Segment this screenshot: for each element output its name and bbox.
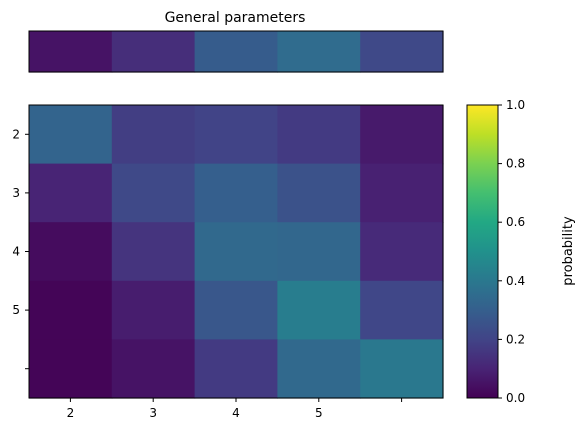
top-heatmap-cell <box>277 31 361 73</box>
main-heatmap-cell <box>194 339 278 399</box>
colorbar-tick-label: 0.0 <box>506 391 525 405</box>
main-heatmap-cell <box>29 339 113 399</box>
y-tick-label: 2 <box>12 127 20 141</box>
x-tick-label: 2 <box>67 406 75 420</box>
main-heatmap-cell <box>111 163 196 223</box>
top-heatmap: General parameters <box>28 10 444 73</box>
colorbar-tick-label: 1.0 <box>506 98 525 112</box>
main-heatmap-cell <box>360 105 444 165</box>
main-heatmap-cell <box>277 339 361 399</box>
main-heatmap-cell <box>360 339 444 399</box>
main-heatmap-cell <box>360 280 444 340</box>
main-heatmap-cell <box>277 222 361 282</box>
main-heatmap-cell <box>29 105 113 165</box>
main-heatmap-cell <box>29 280 113 340</box>
main-heatmap-cell <box>277 105 361 165</box>
main-heatmap-cell <box>277 163 361 223</box>
y-tick-label: 4 <box>12 245 20 259</box>
colorbar: 0.0 0.2 0.4 0.6 0.8 1.0 probability <box>466 98 576 405</box>
main-heatmap-cell <box>29 163 113 223</box>
main-heatmap-cell <box>194 280 278 340</box>
top-heatmap-title: General parameters <box>165 10 306 26</box>
y-tick-label: 5 <box>12 303 20 317</box>
colorbar-tick-label: 0.8 <box>506 157 525 171</box>
colorbar-label: probability <box>561 216 576 286</box>
main-heatmap-cell <box>277 280 361 340</box>
colorbar-frame <box>466 104 499 399</box>
y-tick-label: 3 <box>12 186 20 200</box>
main-heatmap-cell <box>194 163 278 223</box>
colorbar-ticks: 0.0 0.2 0.4 0.6 0.8 1.0 <box>498 98 525 405</box>
main-heatmap-cell <box>194 105 278 165</box>
main-heatmap-cell <box>111 105 196 165</box>
colorbar-tick-label: 0.6 <box>506 215 525 229</box>
x-tick-label: 3 <box>149 406 157 420</box>
colorbar-gradient <box>467 105 498 398</box>
main-heatmap-y-axis: 2 3 4 5 <box>12 127 29 370</box>
main-heatmap-cell <box>29 222 113 282</box>
main-heatmap-cell <box>111 280 196 340</box>
main-heatmap-x-axis: 2 3 4 5 <box>67 398 403 420</box>
colorbar-tick-label: 0.4 <box>506 274 525 288</box>
main-heatmap-cells <box>29 105 444 399</box>
main-heatmap-cell <box>360 163 444 223</box>
top-heatmap-cell <box>111 31 196 73</box>
top-heatmap-cell <box>29 31 113 73</box>
main-heatmap-cell <box>194 222 278 282</box>
main-heatmap-cell <box>360 222 444 282</box>
x-tick-label: 4 <box>232 406 240 420</box>
main-heatmap: 2 3 4 5 2 3 4 5 <box>12 104 444 420</box>
x-tick-label: 5 <box>315 406 323 420</box>
main-heatmap-cell <box>111 339 196 399</box>
top-heatmap-cell <box>360 31 444 73</box>
main-heatmap-cell <box>111 222 196 282</box>
top-heatmap-cell <box>194 31 278 73</box>
top-heatmap-cells <box>29 31 444 73</box>
top-heatmap-frame <box>28 30 444 73</box>
colorbar-tick-label: 0.2 <box>506 332 525 346</box>
